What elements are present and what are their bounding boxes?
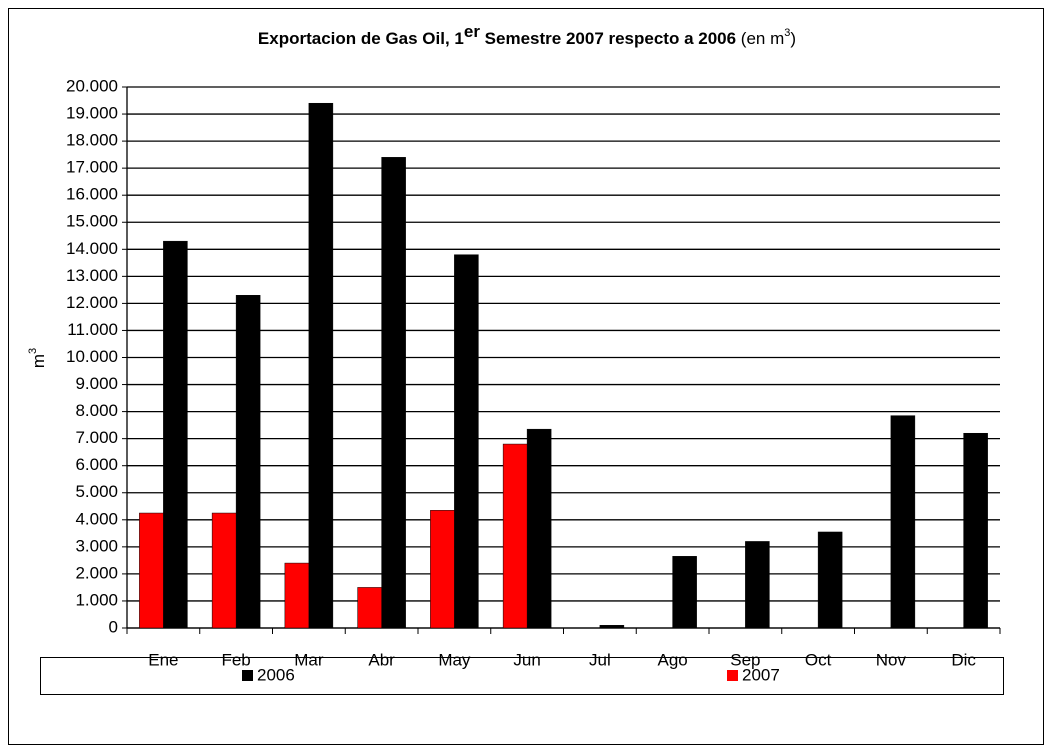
y-tick-label: 17.000 <box>66 158 118 177</box>
x-tick-label: Oct <box>805 650 832 669</box>
x-tick-label: Ene <box>148 650 178 669</box>
y-tick-label: 8.000 <box>75 401 118 420</box>
y-tick-label: 10.000 <box>66 347 118 366</box>
y-tick-label: 6.000 <box>75 455 118 474</box>
bar <box>817 531 843 629</box>
title-part: ) <box>790 29 796 48</box>
x-tick-label: Nov <box>876 650 907 669</box>
y-tick-label: 9.000 <box>75 374 118 393</box>
title-part: Semestre 2007 respecto a 2006 <box>480 29 736 48</box>
legend-label: 2007 <box>742 665 780 684</box>
title-part: Exportacion de Gas Oil, 1 <box>258 29 464 48</box>
bar <box>526 428 552 629</box>
y-tick-label: 0 <box>109 617 118 636</box>
y-tick-label: 4.000 <box>75 509 118 528</box>
bar <box>284 562 310 629</box>
x-tick-label: Mar <box>294 650 324 669</box>
bar <box>308 102 334 629</box>
y-tick-label: 15.000 <box>66 212 118 231</box>
y-tick-label: 14.000 <box>66 239 118 258</box>
legend-box <box>40 657 1004 695</box>
bar <box>139 512 164 629</box>
legend-swatch <box>242 670 253 681</box>
x-tick-label: Dic <box>951 650 976 669</box>
y-tick-label: 5.000 <box>75 482 118 501</box>
x-tick-label: Feb <box>221 650 250 669</box>
bar <box>599 625 625 629</box>
bar <box>672 556 697 629</box>
y-tick-label: 1.000 <box>75 590 118 609</box>
y-tick-label: 3.000 <box>75 536 118 555</box>
title-part: (en m <box>736 29 784 48</box>
x-tick-label: Jun <box>513 650 540 669</box>
bar <box>235 295 261 629</box>
y-tick-label: 2.000 <box>75 563 118 582</box>
legend-swatch <box>727 670 738 681</box>
bar <box>430 510 455 629</box>
bar <box>502 443 528 629</box>
x-tick-label: Sep <box>730 650 760 669</box>
y-tick-label: 13.000 <box>66 266 118 285</box>
x-tick-label: Jul <box>589 650 611 669</box>
y-tick-label: 18.000 <box>66 131 118 150</box>
legend-label: 2006 <box>257 665 295 684</box>
chart-title: Exportacion de Gas Oil, 1er Semestre 200… <box>258 22 796 48</box>
bar <box>454 254 479 629</box>
y-tick-label: 16.000 <box>66 185 118 204</box>
x-tick-label: Ago <box>658 650 688 669</box>
bar <box>357 587 382 629</box>
bar <box>745 541 770 629</box>
x-tick-label: Abr <box>368 650 395 669</box>
y-title-part: m <box>29 354 48 368</box>
y-title-sup: 3 <box>27 348 39 354</box>
y-tick-label: 7.000 <box>75 428 118 447</box>
y-tick-label: 20.000 <box>66 76 118 95</box>
bar <box>890 415 916 629</box>
x-tick-label: May <box>438 650 471 669</box>
bar <box>381 157 406 629</box>
bar <box>963 432 988 629</box>
y-tick-label: 12.000 <box>66 293 118 312</box>
y-axis-title: m3 <box>27 348 49 368</box>
title-sup: er <box>464 22 480 41</box>
bar <box>163 240 188 629</box>
y-tick-label: 11.000 <box>67 320 118 339</box>
y-tick-label: 19.000 <box>66 104 118 123</box>
bar <box>211 512 237 629</box>
title-sup: 3 <box>784 27 790 39</box>
